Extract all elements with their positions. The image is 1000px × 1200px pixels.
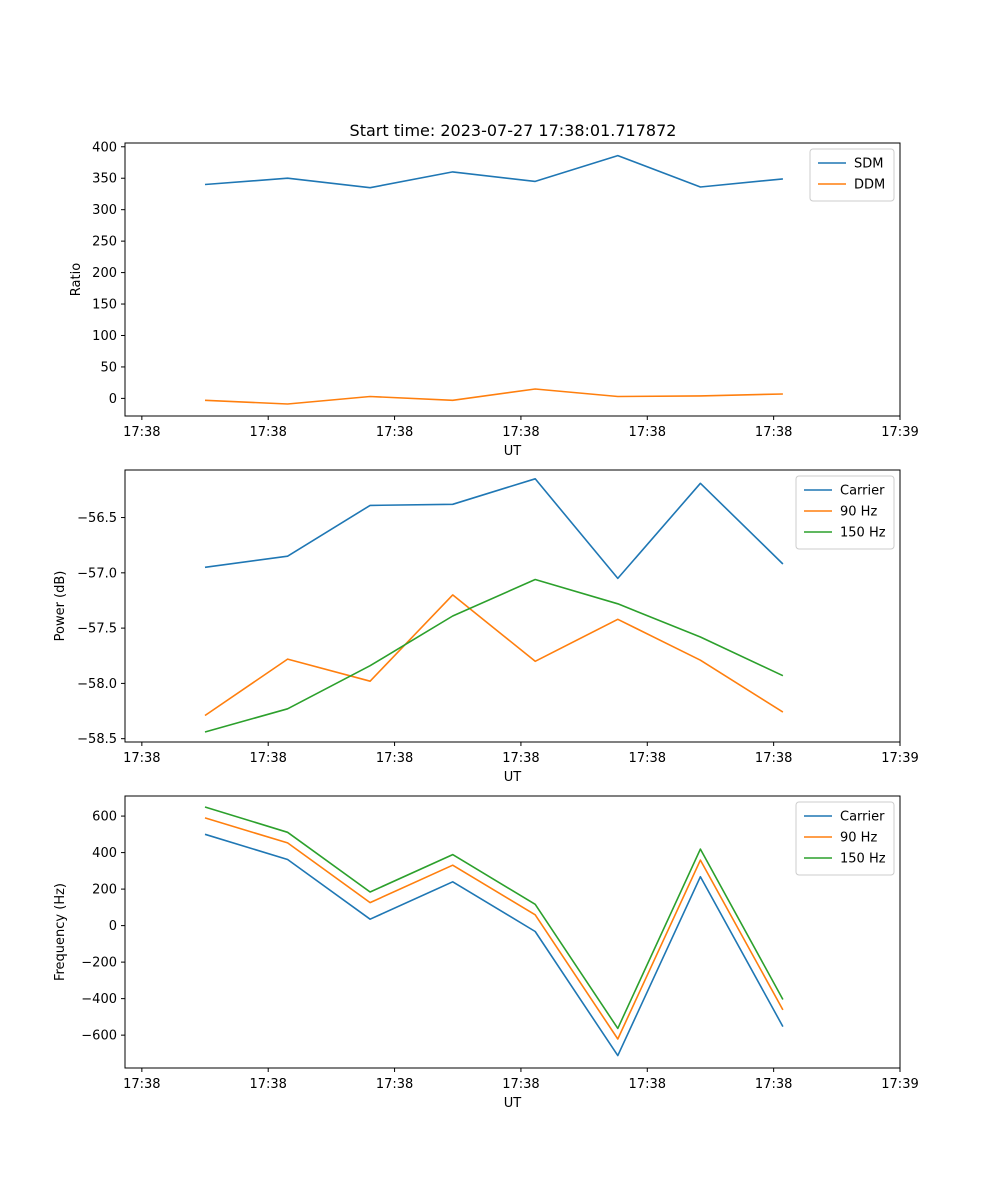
panel-1-x-axis-label: UT — [504, 444, 522, 459]
panel-2-x-tick-label: 17:38 — [376, 751, 413, 766]
panel-2-x-tick-label: 17:38 — [249, 751, 286, 766]
panel-1-y-axis-label: Ratio — [69, 263, 84, 296]
panel-3-legend-label: 90 Hz — [840, 831, 877, 846]
panel-3-x-tick-label: 17:38 — [376, 1077, 413, 1092]
panel-2-x-tick-label: 17:38 — [123, 751, 160, 766]
panel-3-x-tick-label: 17:38 — [123, 1077, 160, 1092]
panel-3-x-tick-label: 17:38 — [502, 1077, 539, 1092]
panel-1-y-tick-label: 0 — [109, 392, 117, 407]
panel-1-y-tick-label: 350 — [92, 172, 117, 187]
panel-3-series-90-hz — [204, 817, 784, 1040]
panel-1-x-tick-label: 17:38 — [755, 425, 792, 440]
panel-3-x-tick-label: 17:39 — [881, 1077, 918, 1092]
panel-1-series-ddm — [204, 388, 783, 405]
panel-2-series-150-hz — [204, 578, 784, 733]
panel-1-x-tick-label: 17:39 — [881, 425, 918, 440]
panel-3-y-tick-label: −400 — [81, 992, 117, 1007]
panel-3-series-150-hz — [204, 806, 784, 1030]
panel-2-y-tick-label: −57.0 — [77, 566, 117, 581]
panel-3-legend-label: 150 Hz — [840, 852, 886, 867]
panel-1-legend-label: DDM — [854, 178, 885, 193]
panel-3-axes-frame — [124, 795, 901, 1069]
panel-3-series-carrier — [204, 833, 784, 1057]
panel-3-legend-box — [795, 801, 895, 876]
panel-1-y-tick-label: 100 — [92, 329, 117, 344]
panel-1-y-tick-label: 150 — [92, 298, 117, 313]
panel-2-axes-frame — [124, 469, 901, 743]
panel-1-legend-box — [809, 148, 895, 202]
panel-3-x-tick-label: 17:38 — [629, 1077, 666, 1092]
panel-2-y-tick-label: −58.5 — [77, 732, 117, 747]
chart-title: Start time: 2023-07-27 17:38:01.717872 — [350, 121, 677, 140]
panel-3-x-tick-label: 17:38 — [249, 1077, 286, 1092]
panel-1-x-tick-label: 17:38 — [376, 425, 413, 440]
panel-1-y-tick-label: 300 — [92, 203, 117, 218]
panel-1-series-sdm — [204, 154, 783, 189]
panel-3-y-tick-label: 0 — [109, 919, 117, 934]
panel-1-legend-label: SDM — [854, 157, 883, 172]
panel-3-legend-label: Carrier — [840, 810, 885, 825]
panel-1-x-tick-label: 17:38 — [123, 425, 160, 440]
panel-3-y-tick-label: 200 — [92, 883, 117, 898]
panel-3-y-tick-label: 600 — [92, 810, 117, 825]
panel-1-x-tick-label: 17:38 — [502, 425, 539, 440]
panel-1-axes-frame — [124, 142, 901, 417]
panel-3-y-axis-label: Frequency (Hz) — [53, 883, 68, 981]
panel-2-x-tick-label: 17:38 — [629, 751, 666, 766]
panel-2-x-tick-label: 17:38 — [755, 751, 792, 766]
panel-2-x-tick-label: 17:38 — [502, 751, 539, 766]
panel-2-x-tick-label: 17:39 — [881, 751, 918, 766]
panel-2-series-90-hz — [204, 594, 784, 717]
panel-2-legend-label: 90 Hz — [840, 505, 877, 520]
panel-2-legend-box — [795, 475, 895, 550]
panel-2-y-tick-label: −58.0 — [77, 677, 117, 692]
panel-1-x-tick-label: 17:38 — [249, 425, 286, 440]
panel-3-x-axis-label: UT — [504, 1096, 522, 1111]
panel-2-y-tick-label: −57.5 — [77, 622, 117, 637]
panel-1-y-tick-label: 400 — [92, 140, 117, 155]
panel-2-x-axis-label: UT — [504, 770, 522, 785]
panel-1-y-tick-label: 250 — [92, 235, 117, 250]
panel-3-y-tick-label: −200 — [81, 956, 117, 971]
panel-2-legend-label: Carrier — [840, 484, 885, 499]
panel-1-x-tick-label: 17:38 — [629, 425, 666, 440]
panel-2-series-carrier — [204, 477, 784, 580]
panel-1-y-tick-label: 200 — [92, 266, 117, 281]
panel-2-y-tick-label: −56.5 — [77, 511, 117, 526]
panel-1-y-tick-label: 50 — [100, 360, 117, 375]
panel-2-y-axis-label: Power (dB) — [53, 571, 68, 642]
panel-3-y-tick-label: −600 — [81, 1029, 117, 1044]
panel-3-x-tick-label: 17:38 — [755, 1077, 792, 1092]
panel-2-legend-label: 150 Hz — [840, 526, 886, 541]
panel-3-y-tick-label: 400 — [92, 846, 117, 861]
